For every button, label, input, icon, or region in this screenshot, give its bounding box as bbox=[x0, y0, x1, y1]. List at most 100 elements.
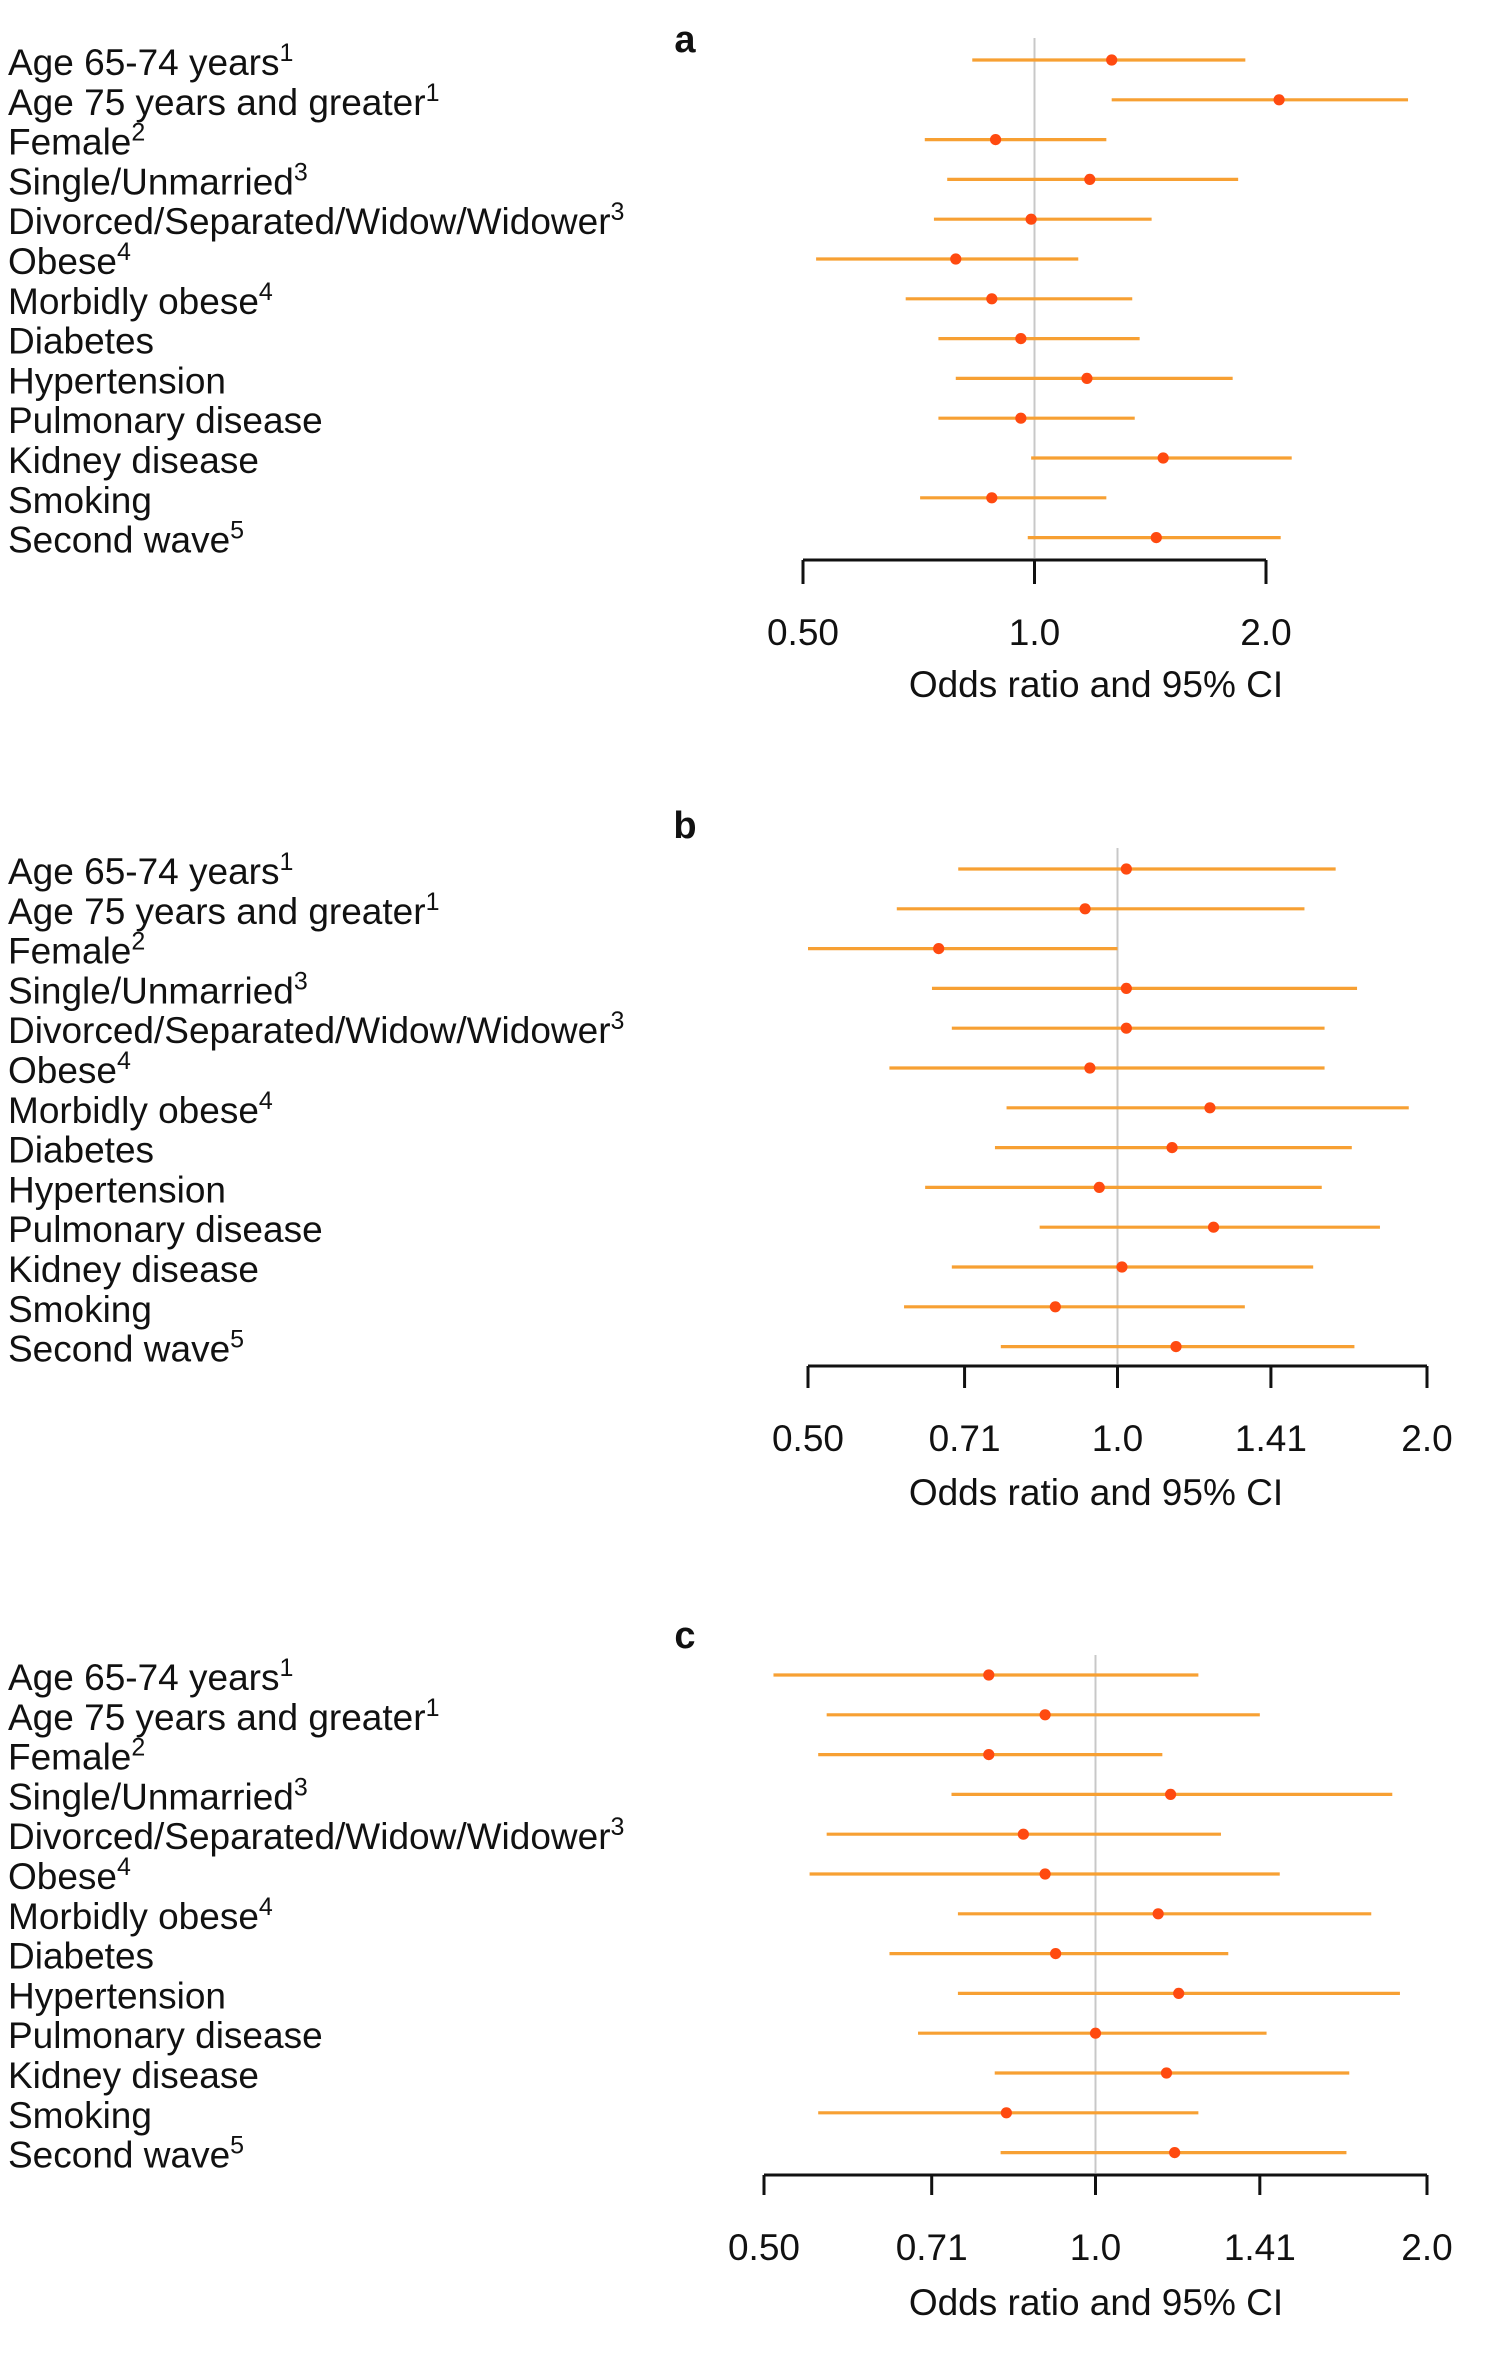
odds-ratio-point bbox=[1157, 452, 1169, 464]
row-label: Age 65-74 years1 bbox=[8, 39, 293, 83]
row-label: Hypertension bbox=[8, 360, 226, 401]
row-label: Morbidly obese4 bbox=[8, 1893, 273, 1937]
odds-ratio-point bbox=[1160, 2067, 1173, 2079]
row-label: Second wave5 bbox=[8, 517, 244, 561]
odds-ratio-point bbox=[933, 943, 945, 955]
odds-ratio-point bbox=[1015, 412, 1027, 424]
odds-ratio-point bbox=[986, 293, 998, 305]
x-axis: 0.50 0.71 1.0 1.41 2.0 bbox=[728, 2173, 1453, 2268]
x-tick-label: 1.41 bbox=[1235, 1418, 1307, 1459]
odds-ratio-point bbox=[983, 1749, 995, 1761]
odds-ratio-point bbox=[1039, 1709, 1051, 1721]
forest-row: Smoking bbox=[8, 1289, 1245, 1330]
odds-ratio-point bbox=[1169, 2147, 1181, 2159]
odds-ratio-point bbox=[1120, 863, 1132, 875]
row-label: Obese4 bbox=[8, 1853, 131, 1897]
x-axis-label: Odds ratio and 95% CI bbox=[909, 2282, 1283, 2323]
odds-ratio-point bbox=[989, 134, 1002, 146]
row-label: Morbidly obese4 bbox=[8, 278, 273, 322]
row-label: Obese4 bbox=[8, 1047, 131, 1091]
row-label-superscript: 3 bbox=[294, 1773, 308, 1801]
odds-ratio-point bbox=[1093, 1181, 1105, 1193]
forest-row: Second wave5 bbox=[8, 1326, 1355, 1370]
forest-row: Divorced/Separated/Widow/Widower3 bbox=[8, 198, 1152, 242]
row-label: Single/Unmarried3 bbox=[8, 967, 308, 1011]
row-label: Age 75 years and greater1 bbox=[8, 1694, 439, 1738]
row-label: Hypertension bbox=[8, 1975, 226, 2016]
odds-ratio-point bbox=[1089, 2027, 1102, 2039]
row-label-superscript: 3 bbox=[611, 1813, 625, 1841]
odds-ratio-point bbox=[1039, 1868, 1051, 1880]
x-axis: 0.50 1.0 2.0 bbox=[767, 558, 1292, 653]
row-label-superscript: 1 bbox=[426, 1694, 440, 1722]
forest-row: Female2 bbox=[8, 928, 1118, 972]
forest-row: Single/Unmarried3 bbox=[8, 1773, 1393, 1817]
row-label: Second wave5 bbox=[8, 1326, 244, 1370]
panel-letter: b bbox=[673, 805, 696, 847]
row-label: Kidney disease bbox=[8, 2055, 259, 2096]
row-label-superscript: 2 bbox=[131, 1734, 145, 1762]
forest-row: Single/Unmarried3 bbox=[8, 967, 1358, 1011]
row-label: Divorced/Separated/Widow/Widower3 bbox=[8, 1813, 624, 1857]
forest-row: Kidney disease bbox=[8, 440, 1292, 481]
row-label: Pulmonary disease bbox=[8, 1209, 323, 1250]
odds-ratio-point bbox=[1049, 1301, 1061, 1313]
x-tick-label: 2.0 bbox=[1240, 612, 1291, 653]
row-label-superscript: 4 bbox=[117, 238, 131, 266]
row-label: Hypertension bbox=[8, 1169, 226, 1210]
row-label: Single/Unmarried3 bbox=[8, 1773, 308, 1817]
row-label-superscript: 5 bbox=[230, 2132, 244, 2160]
row-label-superscript: 1 bbox=[426, 888, 440, 916]
row-label: Diabetes bbox=[8, 1130, 154, 1171]
row-label: Single/Unmarried3 bbox=[8, 158, 308, 202]
forest-row: Morbidly obese4 bbox=[8, 1087, 1409, 1131]
row-label: Pulmonary disease bbox=[8, 2015, 323, 2056]
row-label-superscript: 1 bbox=[280, 848, 294, 876]
forest-row: Pulmonary disease bbox=[8, 2015, 1267, 2056]
forest-row: Age 65-74 years1 bbox=[8, 848, 1336, 892]
row-label-superscript: 4 bbox=[259, 278, 273, 306]
row-label-superscript: 3 bbox=[611, 1007, 625, 1035]
forest-row: Second wave5 bbox=[8, 517, 1281, 561]
x-tick-label: 0.50 bbox=[767, 612, 839, 653]
x-tick-label: 0.71 bbox=[929, 1418, 1001, 1459]
x-tick-label: 0.71 bbox=[896, 2227, 968, 2268]
row-label: Divorced/Separated/Widow/Widower3 bbox=[8, 198, 624, 242]
row-label: Divorced/Separated/Widow/Widower3 bbox=[8, 1007, 624, 1051]
odds-ratio-point bbox=[1084, 1062, 1096, 1074]
row-label: Second wave5 bbox=[8, 2132, 244, 2176]
forest-row: Smoking bbox=[8, 480, 1107, 521]
odds-ratio-point bbox=[1079, 903, 1091, 915]
x-tick-label: 0.50 bbox=[772, 1418, 844, 1459]
row-label-superscript: 4 bbox=[259, 1893, 273, 1921]
odds-ratio-point bbox=[1120, 982, 1132, 995]
forest-row: Hypertension bbox=[8, 360, 1233, 401]
odds-ratio-point bbox=[1273, 94, 1285, 106]
odds-ratio-point bbox=[1017, 1828, 1029, 1840]
forest-row: Diabetes bbox=[8, 1130, 1352, 1171]
x-tick-label: 1.0 bbox=[1009, 612, 1060, 653]
row-label-superscript: 4 bbox=[117, 1853, 131, 1881]
row-label: Diabetes bbox=[8, 1936, 154, 1977]
forest-row: Age 75 years and greater1 bbox=[8, 1694, 1260, 1738]
row-label: Age 75 years and greater1 bbox=[8, 79, 439, 123]
odds-ratio-point bbox=[1106, 54, 1118, 66]
odds-ratio-point bbox=[983, 1669, 995, 1681]
forest-row: Divorced/Separated/Widow/Widower3 bbox=[8, 1007, 1325, 1051]
forest-row: Obese4 bbox=[8, 1853, 1280, 1897]
row-label: Smoking bbox=[8, 480, 152, 521]
forest-row: Age 75 years and greater1 bbox=[8, 888, 1305, 932]
forest-row: Female2 bbox=[8, 1734, 1163, 1778]
row-label-superscript: 2 bbox=[131, 119, 145, 147]
forest-row: Diabetes bbox=[8, 321, 1140, 362]
row-label-superscript: 3 bbox=[294, 967, 308, 995]
odds-ratio-point bbox=[1164, 1788, 1177, 1800]
row-label-superscript: 4 bbox=[259, 1087, 273, 1115]
forest-row: Obese4 bbox=[8, 238, 1079, 282]
